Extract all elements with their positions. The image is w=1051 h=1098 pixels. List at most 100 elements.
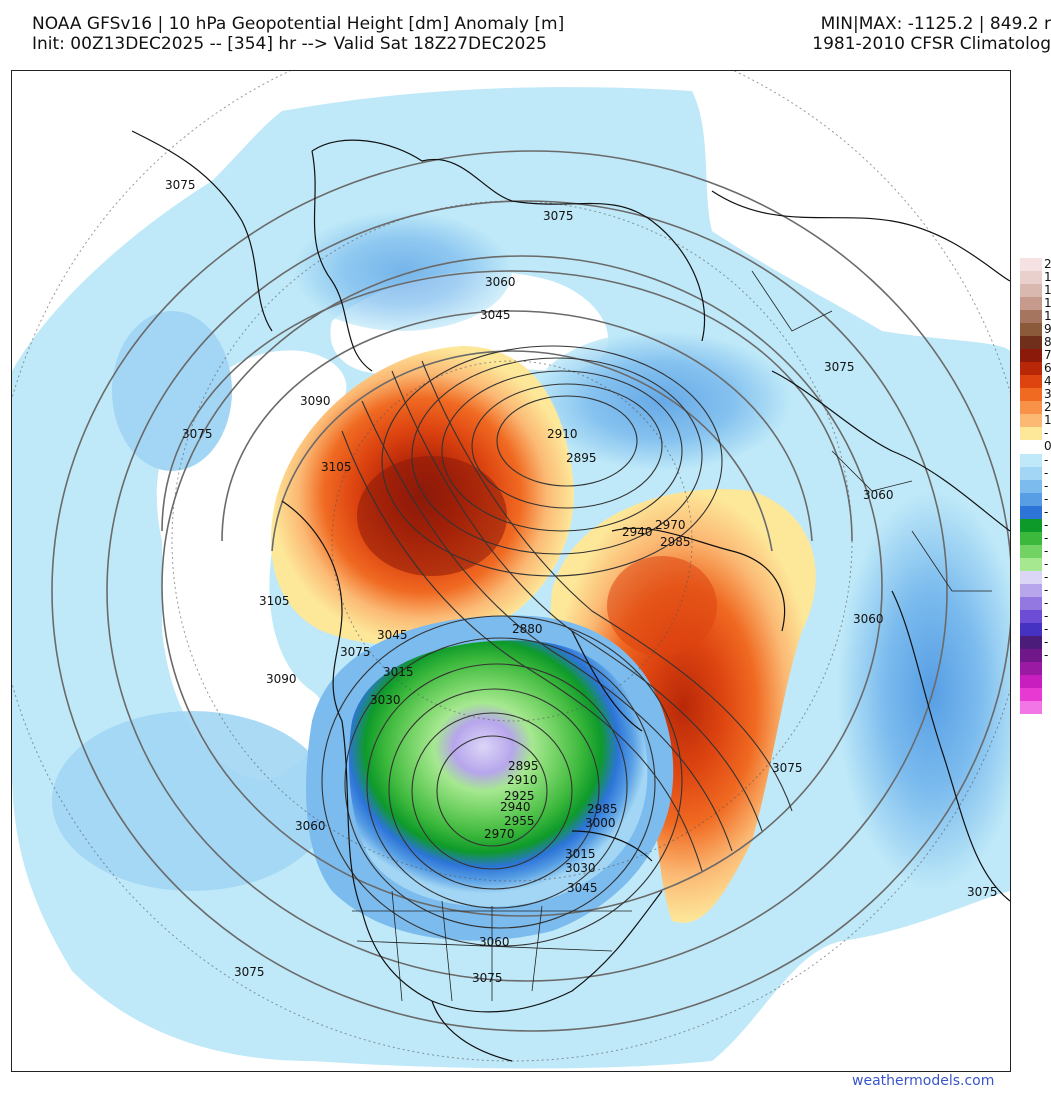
colorbar-label: 1 <box>1044 309 1051 323</box>
colorbar-label: 2 <box>1044 400 1051 414</box>
contour-3060-atlantic: 3060 <box>853 612 884 626</box>
contour-3060-north: 3060 <box>485 275 516 289</box>
colorbar-label: - <box>1044 479 1049 493</box>
climatology-line: 1981-2010 CFSR Climatolog <box>812 34 1051 54</box>
contour-3015-canada: 3015 <box>565 847 596 861</box>
polar-stereographic-map: 3075 3075 3060 3045 3075 3090 3075 3105 … <box>11 70 1011 1072</box>
colorbar-swatch <box>1020 454 1042 467</box>
colorbar-label: 0 <box>1044 439 1051 453</box>
colorbar <box>1020 258 1042 714</box>
chart-title: NOAA GFSv16 | 10 hPa Geopotential Height… <box>32 14 565 34</box>
colorbar-label: - <box>1044 609 1049 623</box>
contour-2895-canada: 2895 <box>508 759 539 773</box>
contour-3090-pacific: 3090 <box>266 672 297 686</box>
contour-3075-alaska: 3075 <box>340 645 371 659</box>
colorbar-swatch <box>1020 401 1042 414</box>
colorbar-label: - <box>1044 596 1049 610</box>
colorbar-label: - <box>1044 518 1049 532</box>
colorbar-swatch <box>1020 636 1042 649</box>
contour-3075-pacific-s: 3075 <box>234 965 265 979</box>
colorbar-swatch <box>1020 649 1042 662</box>
colorbar-swatch <box>1020 610 1042 623</box>
contour-2910-canada: 2910 <box>507 773 538 787</box>
colorbar-swatch <box>1020 519 1042 532</box>
contour-3045-alaska: 3045 <box>377 628 408 642</box>
colorbar-swatch <box>1020 480 1042 493</box>
contour-3075-west: 3075 <box>182 427 213 441</box>
contour-3060-usa: 3060 <box>479 935 510 949</box>
blue-anomaly-pacific <box>112 311 232 471</box>
colorbar-swatch <box>1020 375 1042 388</box>
credit-link[interactable]: weathermodels.com <box>852 1073 995 1089</box>
contour-3045-canada: 3045 <box>567 881 598 895</box>
colorbar-swatch <box>1020 310 1042 323</box>
colorbar-swatch <box>1020 388 1042 401</box>
contour-3075-gulf: 3075 <box>472 971 503 985</box>
colorbar-label: 7 <box>1044 348 1051 362</box>
height-contours <box>51 150 1010 1032</box>
ridge-core-west <box>357 456 507 576</box>
colorbar-swatch <box>1020 349 1042 362</box>
colorbar-label: 1 <box>1044 283 1051 297</box>
colorbar-swatch <box>1020 414 1042 427</box>
colorbar-label: - <box>1044 544 1049 558</box>
contour-2985-canada: 2985 <box>587 802 618 816</box>
colorbar-label: 1 <box>1044 413 1051 427</box>
colorbar-label: - <box>1044 492 1049 506</box>
colorbar-label: - <box>1044 622 1049 636</box>
colorbar-swatch <box>1020 440 1042 454</box>
contour-3105-sw: 3105 <box>259 594 290 608</box>
map-svg: 3075 3075 3060 3045 3075 3090 3075 3105 … <box>12 71 1010 1071</box>
colorbar-label: 6 <box>1044 361 1051 375</box>
colorbar-swatch <box>1020 545 1042 558</box>
colorbar-swatch <box>1020 662 1042 675</box>
contour-3030-canada: 3030 <box>565 861 596 875</box>
colorbar-label: 9 <box>1044 322 1051 336</box>
colorbar-label: - <box>1044 453 1049 467</box>
min-max-line: MIN|MAX: -1125.2 | 849.2 r <box>820 14 1051 34</box>
contour-2970-canada: 2970 <box>484 827 515 841</box>
colorbar-label <box>1044 688 1051 701</box>
contour-3075-siberia: 3075 <box>543 209 574 223</box>
colorbar-label: - <box>1044 557 1049 571</box>
contour-2925-canada: 2925 <box>504 789 535 803</box>
contour-2880-arctic: 2880 <box>512 622 543 636</box>
ridge-core-east <box>607 556 717 656</box>
colorbar-label: 3 <box>1044 387 1051 401</box>
init-valid-line: Init: 00Z13DEC2025 -- [354] hr --> Valid… <box>32 34 547 54</box>
colorbar-label <box>1044 701 1051 714</box>
colorbar-label: - <box>1044 635 1049 649</box>
contour-2910-pole: 2910 <box>547 427 578 441</box>
contour-3060-pacific: 3060 <box>295 819 326 833</box>
contour-3075-atlantic: 3075 <box>772 761 803 775</box>
colorbar-swatch <box>1020 271 1042 284</box>
colorbar-label: - <box>1044 426 1049 440</box>
colorbar-swatch <box>1020 558 1042 571</box>
contour-2970-east: 2970 <box>655 518 686 532</box>
colorbar-swatch <box>1020 597 1042 610</box>
contour-2940-east: 2940 <box>622 525 653 539</box>
colorbar-swatch <box>1020 336 1042 349</box>
colorbar-label: - <box>1044 583 1049 597</box>
contour-2940-canada: 2940 <box>500 800 531 814</box>
colorbar-swatch <box>1020 297 1042 310</box>
colorbar-swatch <box>1020 323 1042 336</box>
colorbar-swatch <box>1020 701 1042 714</box>
vortex-contours <box>321 345 793 947</box>
political-borders <box>352 270 992 1002</box>
colorbar-label: - <box>1044 505 1049 519</box>
colorbar-swatch <box>1020 688 1042 701</box>
contour-3015-west: 3015 <box>383 665 414 679</box>
contour-label-group: 3075 3075 3060 3045 3075 3090 3075 3105 … <box>165 178 998 985</box>
contour-2985-east: 2985 <box>660 535 691 549</box>
colorbar-label: - <box>1044 531 1049 545</box>
colorbar-swatch <box>1020 623 1042 636</box>
contour-3075-nw: 3075 <box>165 178 196 192</box>
contour-3105-west: 3105 <box>321 460 352 474</box>
colorbar-swatch <box>1020 675 1042 688</box>
colorbar-label: - <box>1044 466 1049 480</box>
colorbar-swatch <box>1020 493 1042 506</box>
colorbar-label <box>1044 662 1051 675</box>
colorbar-label <box>1044 675 1051 688</box>
